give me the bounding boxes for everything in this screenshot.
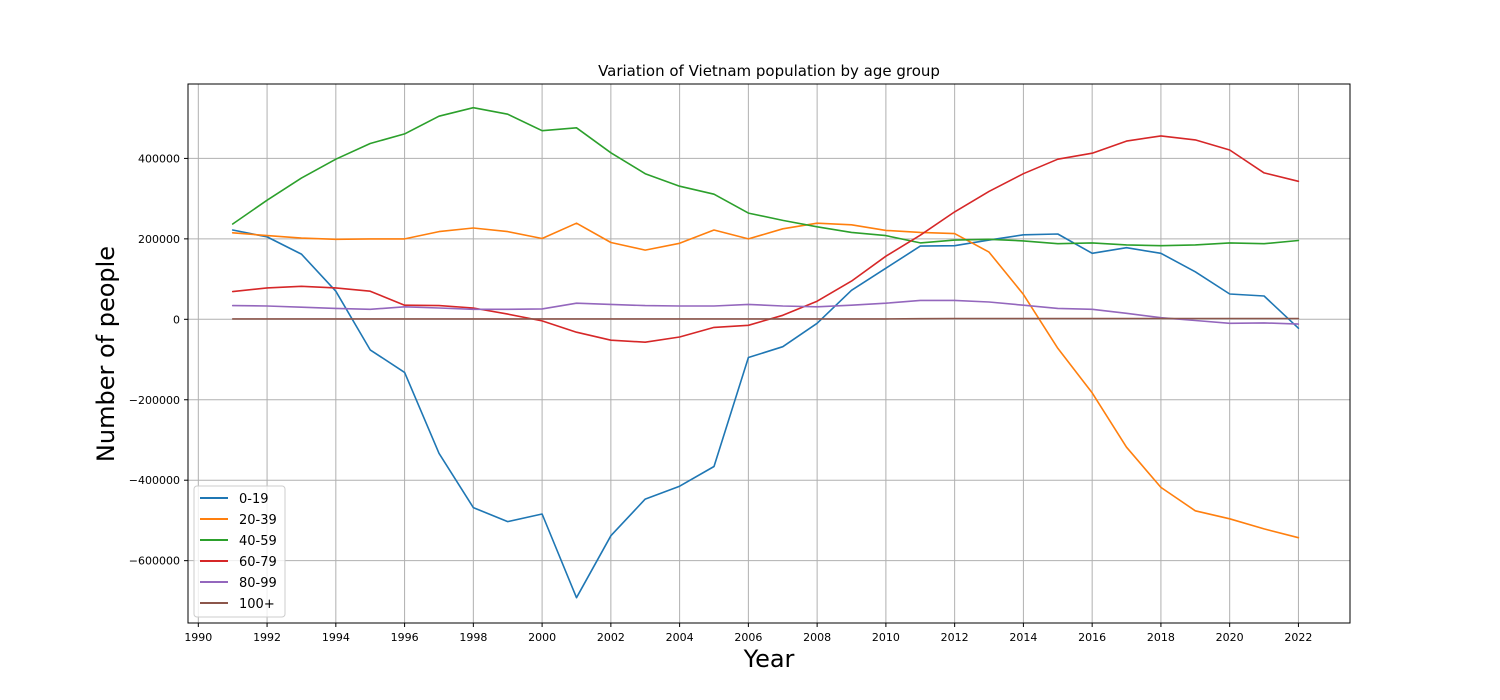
x-tick-label: 2000 <box>528 631 556 644</box>
grid <box>188 84 1350 623</box>
x-tick-label: 2016 <box>1078 631 1106 644</box>
y-tick-label: 200000 <box>138 233 180 246</box>
x-tick-label: 2014 <box>1009 631 1037 644</box>
series-line-40-59 <box>231 106 1300 247</box>
x-tick-label: 2006 <box>734 631 762 644</box>
y-tick-label: −200000 <box>129 394 180 407</box>
y-axis-label: Number of people <box>92 246 120 462</box>
legend-label-20-39: 20-39 <box>239 513 277 528</box>
x-tick-label: 1990 <box>184 631 212 644</box>
x-tick-label: 2012 <box>941 631 969 644</box>
x-tick-label: 1998 <box>459 631 487 644</box>
x-tick-label: 2018 <box>1147 631 1175 644</box>
axis-ticks: 1990 1992 1994 1996 1998 2000 2002 2004 2006 2008… <box>129 152 1313 644</box>
y-tick-label: −400000 <box>129 474 180 487</box>
x-axis-label: Year <box>743 645 795 673</box>
series-lines <box>231 106 1300 599</box>
x-tick-label: 2004 <box>666 631 694 644</box>
legend-label-80-99: 80-99 <box>239 576 277 591</box>
series-line-0-19 <box>231 229 1300 599</box>
series-line-80-99 <box>231 299 1300 325</box>
y-tick-label: 400000 <box>138 152 180 165</box>
x-tick-label: 1992 <box>253 631 281 644</box>
chart-title: Variation of Vietnam population by age g… <box>598 62 940 80</box>
x-tick-label: 2002 <box>597 631 625 644</box>
series-line-20-39 <box>231 222 1300 539</box>
legend-label-60-79: 60-79 <box>239 555 277 570</box>
x-tick-label: 2020 <box>1216 631 1244 644</box>
legend: 0-19 20-39 40-59 60-79 80-99 100+ <box>193 485 286 618</box>
legend-label-40-59: 40-59 <box>239 534 277 549</box>
series-line-60-79 <box>231 135 1300 344</box>
x-tick-label: 1996 <box>391 631 419 644</box>
y-tick-label: −600000 <box>129 555 180 568</box>
legend-label-100+: 100+ <box>239 597 275 612</box>
legend-label-0-19: 0-19 <box>239 492 269 507</box>
x-tick-label: 2022 <box>1284 631 1312 644</box>
x-tick-label: 1994 <box>322 631 350 644</box>
x-tick-label: 2008 <box>803 631 831 644</box>
x-tick-label: 2010 <box>872 631 900 644</box>
plot-frame <box>187 83 1351 624</box>
y-tick-label: 0 <box>173 313 180 326</box>
